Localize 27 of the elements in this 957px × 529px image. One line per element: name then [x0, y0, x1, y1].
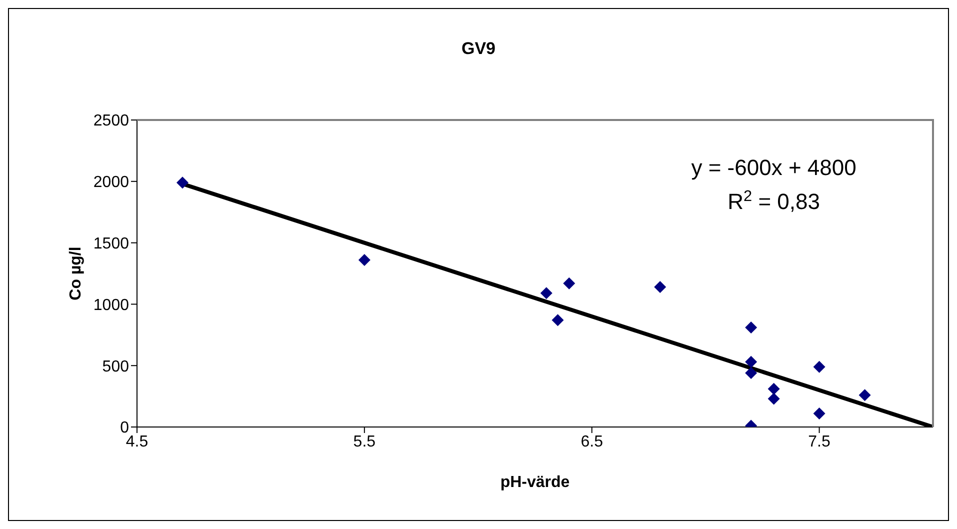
- point: [768, 382, 780, 395]
- x-tick-label: 6.5: [580, 433, 604, 450]
- chart-title: GV9: [460, 39, 497, 59]
- point: [768, 392, 780, 405]
- point: [745, 322, 758, 334]
- x-axis-title: pH-värde: [500, 474, 570, 491]
- y-tick-label: 2500: [93, 112, 130, 130]
- point: [540, 287, 552, 300]
- x-tick-label: 5.5: [353, 433, 376, 450]
- point: [813, 407, 826, 420]
- point: [858, 389, 871, 402]
- x-tick-label: 7.5: [808, 433, 831, 450]
- point: [358, 254, 370, 266]
- annotation: R$^{2}$ = 0,83: [728, 188, 820, 214]
- y-axis-title: Co µg/l: [68, 246, 85, 300]
- point: [813, 360, 826, 373]
- point: [563, 277, 576, 290]
- y-tick-label: 1500: [93, 235, 130, 252]
- y-tick-label: 1000: [93, 296, 130, 314]
- point: [552, 314, 564, 326]
- point: [745, 366, 758, 379]
- y-tick-label: 500: [102, 358, 130, 376]
- point: [745, 356, 758, 368]
- point: [654, 281, 666, 294]
- annotation: y = -600x + 4800: [691, 155, 856, 180]
- point: [176, 176, 188, 189]
- y-tick-label: 2000: [93, 174, 130, 192]
